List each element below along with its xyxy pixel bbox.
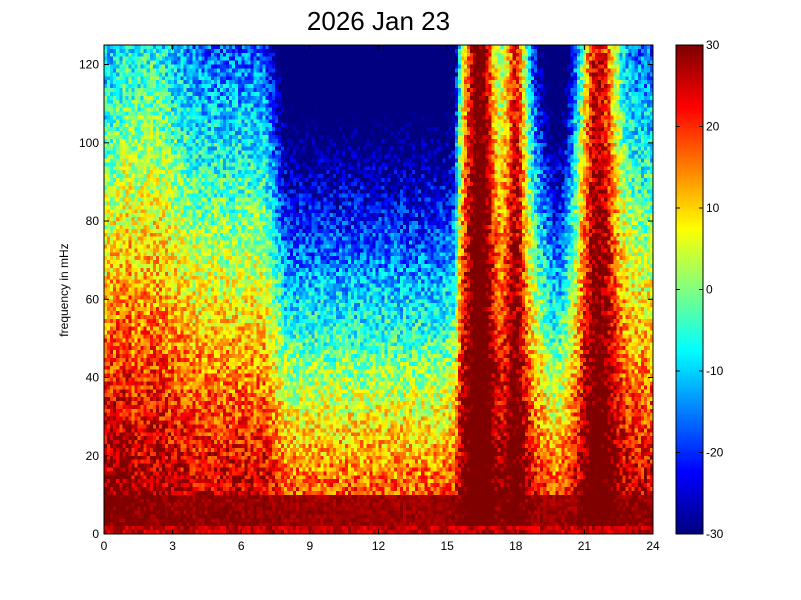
- x-tick-label: 0: [101, 539, 108, 553]
- colorbar-frame: [675, 44, 704, 535]
- y-tick-label: 20: [86, 449, 100, 463]
- x-tick-label: 15: [440, 539, 454, 553]
- colorbar-tick-label: -20: [706, 446, 724, 460]
- x-tick-label: 6: [238, 539, 245, 553]
- y-tick-label: 60: [86, 292, 100, 306]
- y-tick-label: 120: [79, 58, 99, 72]
- x-tick-label: 9: [307, 539, 314, 553]
- colorbar-tick-label: -30: [706, 527, 724, 541]
- y-tick-label: 80: [86, 214, 100, 228]
- x-tick-label: 18: [509, 539, 523, 553]
- plot-frame: [103, 44, 654, 535]
- x-tick-label: 3: [169, 539, 176, 553]
- colorbar-tick-label: 10: [706, 201, 720, 215]
- chart-title: 2026 Jan 23: [306, 6, 451, 36]
- y-tick-label: 40: [86, 371, 100, 385]
- x-tick-label: 24: [646, 539, 660, 553]
- colorbar-tick-label: 20: [706, 120, 720, 134]
- colorbar: [676, 45, 703, 534]
- x-tick-label: 12: [372, 539, 386, 553]
- colorbar-tick-label: -10: [706, 364, 724, 378]
- colorbar-tick-label: 30: [706, 38, 720, 52]
- colorbar-tick-label: 0: [706, 283, 713, 297]
- x-tick-label: 21: [578, 539, 592, 553]
- spectrogram-heatmap: [104, 45, 653, 534]
- y-tick-label: 0: [92, 527, 99, 541]
- y-tick-label: 100: [79, 136, 99, 150]
